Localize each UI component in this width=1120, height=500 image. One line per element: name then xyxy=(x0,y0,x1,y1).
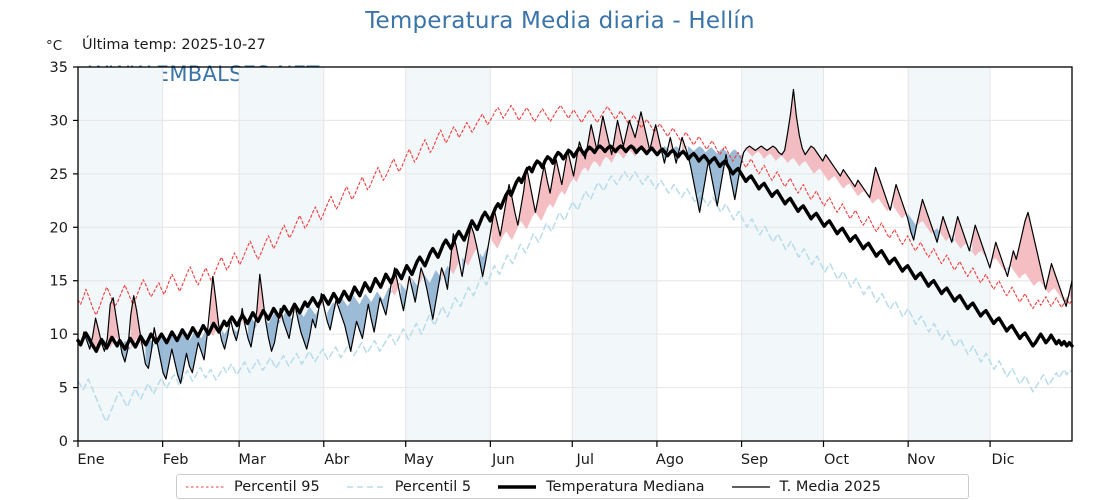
fill-above-median xyxy=(465,225,480,266)
fill-above-median xyxy=(1010,212,1067,302)
legend-item[interactable]: Percentil 95 xyxy=(185,479,320,495)
legend-swatch-line xyxy=(498,484,537,489)
fill-below-median xyxy=(297,304,322,350)
y-tick-label: 10 xyxy=(50,327,68,343)
x-tick-label: Dic xyxy=(991,452,1014,468)
x-tick-label: Mar xyxy=(238,452,265,468)
x-tick-label: Sep xyxy=(741,452,768,468)
month-band xyxy=(572,67,657,441)
fill-below-median xyxy=(423,270,442,320)
fill-above-median xyxy=(107,297,122,349)
y-tick-label: 30 xyxy=(50,113,68,129)
month-band xyxy=(741,67,824,441)
legend-item[interactable]: Temperatura Mediana xyxy=(497,478,705,495)
legend-item[interactable]: Percentil 5 xyxy=(346,479,471,495)
month-band xyxy=(78,67,163,441)
fill-below-median xyxy=(400,282,410,311)
last-temperature-subtitle: Última temp: 2025-10-27 xyxy=(82,37,266,53)
fill-above-median xyxy=(972,225,990,264)
x-tick-label: Ene xyxy=(77,452,104,468)
month-band xyxy=(908,67,991,441)
fill-below-median xyxy=(283,310,295,339)
legend-item[interactable]: T. Media 2025 xyxy=(731,479,881,495)
x-tick-label: Abr xyxy=(324,452,349,468)
fill-above-median xyxy=(321,293,328,313)
x-tick-label: Ago xyxy=(656,452,684,468)
x-tick-label: Jun xyxy=(491,452,515,468)
series-line-media-2025 xyxy=(77,88,1073,384)
y-tick-label: 15 xyxy=(50,274,68,290)
plot-frame xyxy=(77,66,1073,442)
fill-below-median xyxy=(412,278,419,303)
legend-swatch-line xyxy=(731,485,770,488)
fill-above-median xyxy=(209,276,222,337)
y-tick-label: 0 xyxy=(59,434,68,450)
legend-swatch-line xyxy=(186,486,224,487)
month-band xyxy=(239,67,324,441)
y-tick-label: 35 xyxy=(50,60,68,76)
fill-below-median xyxy=(934,228,941,243)
month-band xyxy=(405,67,491,441)
y-tick-label: 20 xyxy=(50,220,68,236)
legend-item-label: Percentil 5 xyxy=(394,478,472,495)
fill-below-median xyxy=(233,321,243,341)
legend-swatch-line xyxy=(346,485,385,488)
fill-above-median xyxy=(893,184,908,219)
series-line-percentil-5 xyxy=(77,170,1073,423)
fill-above-median xyxy=(242,308,249,326)
series-line-percentil-95 xyxy=(77,104,1073,316)
legend-item-label: Percentil 95 xyxy=(234,478,320,495)
fill-below-median xyxy=(265,312,281,352)
x-tick-label: Nov xyxy=(907,452,936,468)
fill-above-median xyxy=(746,89,891,212)
y-tick-label: 5 xyxy=(59,381,68,397)
x-tick-label: May xyxy=(404,452,434,468)
x-tick-label: Feb xyxy=(163,452,189,468)
x-tick-label: Oct xyxy=(824,452,849,468)
y-axis-unit-label: °C xyxy=(46,38,63,54)
y-tick-label: 25 xyxy=(50,167,68,183)
fill-below-median xyxy=(157,327,210,384)
fill-above-median xyxy=(682,137,688,152)
fill-below-median xyxy=(687,146,747,213)
chart-legend: Percentil 95 Percentil 5 Temperatura Media… xyxy=(176,474,969,499)
legend-item-label: Temperatura Mediana xyxy=(546,478,705,495)
page-title: Temperatura Media diaria - Hellín xyxy=(365,8,755,34)
x-tick-label: Jul xyxy=(576,452,595,468)
legend-item-label: T. Media 2025 xyxy=(779,478,881,495)
